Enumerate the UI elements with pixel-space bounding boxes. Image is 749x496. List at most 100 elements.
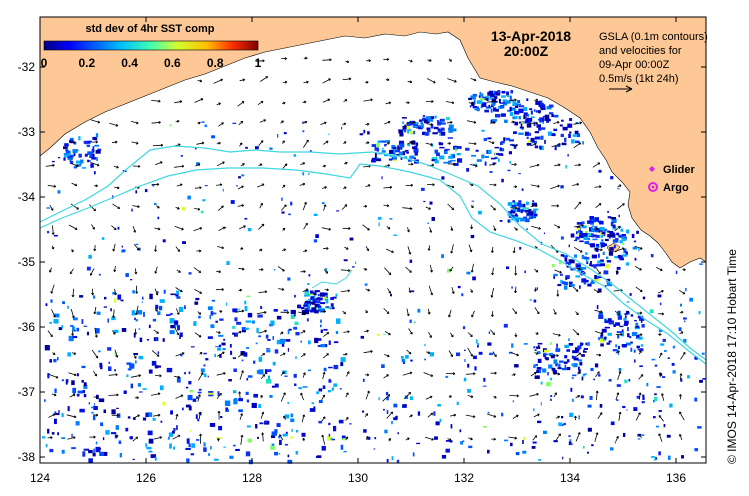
sst-patch — [655, 457, 658, 460]
sst-patch — [271, 431, 277, 436]
sst-patch — [389, 149, 394, 154]
sst-patch — [499, 147, 502, 151]
velocity-arrow-head — [387, 394, 391, 397]
sst-patch — [101, 237, 105, 240]
sst-patch — [600, 246, 603, 248]
velocity-arrow-head — [364, 204, 368, 208]
sst-patch — [407, 143, 410, 147]
colorbar-label: 0.4 — [121, 56, 138, 70]
sst-patch — [213, 458, 219, 461]
velocity-arrow — [595, 371, 600, 378]
velocity-arrow-head — [302, 162, 306, 165]
gsla-contour — [39, 145, 707, 361]
sst-patch — [311, 307, 317, 312]
velocity-arrow-head — [345, 352, 348, 356]
velocity-arrow — [217, 246, 224, 249]
velocity-arrow-head — [470, 290, 473, 293]
sst-patch — [96, 157, 98, 162]
sst-patch — [248, 459, 253, 465]
sst-patch — [654, 458, 657, 461]
velocity-arrow-head — [576, 183, 580, 186]
velocity-arrow-head — [348, 226, 351, 230]
velocity-arrow — [48, 373, 59, 379]
sst-patch — [281, 211, 285, 214]
velocity-arrow — [529, 164, 540, 168]
velocity-arrow — [45, 164, 55, 167]
sst-patch — [617, 310, 621, 313]
colorbar-label: 0 — [41, 56, 48, 70]
velocity-arrow — [679, 411, 685, 421]
sst-patch — [694, 448, 699, 452]
sst-patch — [506, 137, 511, 141]
sst-patch — [537, 358, 542, 363]
sst-patch — [409, 259, 413, 263]
sst-patch — [328, 340, 331, 345]
sst-patch — [430, 124, 434, 129]
sst-patch — [402, 127, 407, 131]
velocity-arrow-head — [536, 163, 540, 167]
sst-patch — [330, 437, 333, 440]
sst-patch — [493, 107, 497, 112]
sst-patch — [587, 451, 589, 454]
velocity-arrow-head — [559, 270, 562, 274]
velocity-arrow — [385, 102, 391, 105]
sst-patch — [144, 189, 148, 193]
velocity-arrow — [194, 288, 202, 294]
velocity-arrow — [132, 205, 140, 208]
sst-patch — [123, 390, 127, 394]
velocity-arrow-head — [50, 436, 53, 440]
sst-patch — [318, 400, 323, 404]
sst-patch — [509, 106, 512, 112]
sst-patch — [579, 285, 581, 289]
sst-patch — [675, 270, 678, 275]
velocity-arrow — [132, 352, 137, 359]
sst-patch — [431, 217, 435, 221]
velocity-arrow — [260, 411, 264, 419]
sst-patch — [137, 383, 142, 387]
sst-patch — [68, 335, 74, 342]
colorbar-label: 0.2 — [78, 56, 95, 70]
velocity-arrow-head — [345, 417, 349, 420]
sst-patch — [222, 188, 224, 192]
sst-patch — [169, 318, 175, 324]
velocity-arrow — [68, 224, 78, 230]
velocity-arrow — [175, 394, 184, 399]
sst-patch — [127, 416, 131, 419]
sst-patch — [203, 442, 206, 447]
sst-patch — [616, 331, 622, 334]
sst-patch — [65, 149, 69, 152]
sst-patch — [612, 224, 616, 228]
sst-patch — [208, 453, 210, 456]
sst-patch — [438, 142, 444, 146]
sst-patch — [295, 332, 300, 336]
sst-patch — [656, 386, 661, 388]
velocity-arrow-head — [494, 183, 497, 187]
sst-patch — [616, 266, 621, 270]
velocity-arrow — [638, 374, 644, 380]
sst-patch — [563, 285, 568, 290]
sst-patch — [593, 234, 597, 237]
velocity-arrow-head — [595, 227, 599, 231]
sst-patch — [582, 141, 584, 145]
sst-patch — [271, 385, 276, 388]
sst-patch — [439, 118, 445, 122]
sst-patch — [67, 155, 73, 159]
velocity-arrow-head — [433, 80, 436, 84]
sst-patch — [139, 337, 143, 343]
velocity-arrow-head — [177, 249, 181, 252]
sst-patch — [565, 275, 570, 279]
velocity-arrow-head — [470, 354, 473, 357]
velocity-arrow-head — [470, 226, 474, 230]
sst-patch — [634, 320, 637, 322]
sst-patch — [552, 264, 555, 268]
sst-patch — [631, 332, 638, 337]
sst-patch — [400, 156, 403, 160]
sst-patch — [287, 348, 289, 352]
sst-patch — [460, 441, 463, 445]
sst-patch — [571, 355, 574, 359]
sst-patch — [566, 367, 571, 371]
x-tick-label: 130 — [348, 471, 368, 485]
sst-patch — [352, 266, 355, 268]
sst-patch — [568, 435, 571, 438]
velocity-arrow-head — [115, 373, 118, 377]
